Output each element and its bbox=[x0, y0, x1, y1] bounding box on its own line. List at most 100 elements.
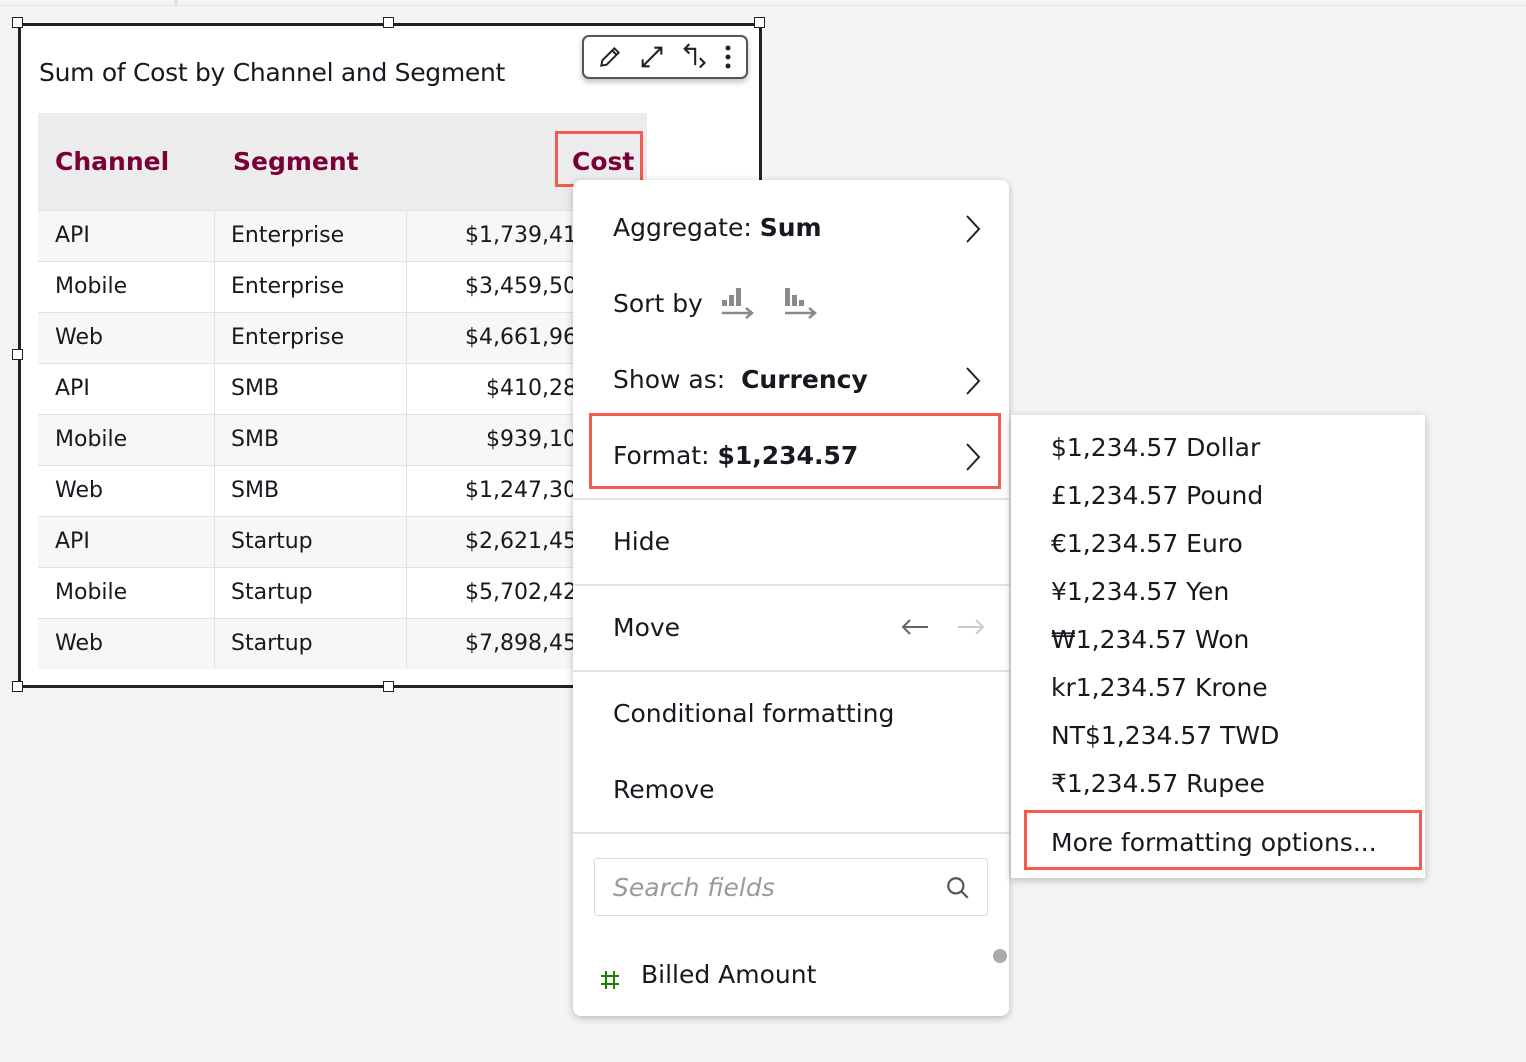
search-fields bbox=[594, 858, 988, 916]
column-divider bbox=[406, 262, 407, 312]
tab-divider bbox=[175, 0, 177, 5]
column-divider bbox=[214, 262, 215, 312]
channel-cell: Mobile bbox=[55, 580, 128, 605]
column-divider bbox=[406, 568, 407, 618]
menu-item-aggregate[interactable]: Aggregate: Sum bbox=[613, 213, 822, 242]
cost-cell: $7,898,45 bbox=[465, 631, 577, 656]
field-item-billed-amount[interactable]: Billed Amount bbox=[641, 960, 817, 989]
table-row: API SMB $410,28 bbox=[38, 363, 647, 414]
arrow-left-icon[interactable] bbox=[900, 617, 930, 637]
sort-descending-icon[interactable] bbox=[783, 286, 819, 322]
menu-item-move: Move bbox=[613, 613, 681, 642]
currency-format-option[interactable]: £1,234.57 Pound bbox=[1051, 481, 1264, 510]
cost-highlight-box bbox=[555, 131, 643, 187]
currency-format-option[interactable]: ¥1,234.57 Yen bbox=[1051, 577, 1230, 606]
column-header-channel[interactable]: Channel bbox=[55, 147, 170, 176]
arrow-right-icon[interactable] bbox=[956, 617, 986, 637]
table-row: Mobile SMB $939,10 bbox=[38, 414, 647, 465]
sort-label: Sort by bbox=[613, 289, 703, 318]
top-bar bbox=[0, 0, 1526, 6]
resize-handle[interactable] bbox=[383, 17, 394, 28]
search-icon[interactable] bbox=[945, 875, 971, 901]
menu-item-hide[interactable]: Hide bbox=[613, 527, 670, 556]
segment-cell: Enterprise bbox=[231, 274, 345, 299]
column-header-segment[interactable]: Segment bbox=[233, 147, 359, 176]
cost-cell: $1,247,30 bbox=[465, 478, 577, 503]
table-row: Web Enterprise $4,661,96 bbox=[38, 312, 647, 363]
format-highlight-box bbox=[589, 413, 1001, 489]
cost-cell: $1,739,41 bbox=[465, 223, 577, 248]
resize-handle[interactable] bbox=[12, 681, 23, 692]
aggregate-value: Sum bbox=[759, 213, 822, 242]
visual-toolbar bbox=[582, 35, 748, 79]
currency-format-option[interactable]: kr1,234.57 Krone bbox=[1051, 673, 1268, 702]
menu-item-show-as[interactable]: Show as: Currency bbox=[613, 365, 868, 394]
numeric-field-icon bbox=[601, 971, 619, 989]
channel-cell: API bbox=[55, 376, 90, 401]
aggregate-label: Aggregate: bbox=[613, 213, 752, 242]
currency-format-option[interactable]: $1,234.57 Dollar bbox=[1051, 433, 1261, 462]
cost-cell: $5,702,42 bbox=[465, 580, 577, 605]
segment-cell: Startup bbox=[231, 529, 313, 554]
search-input[interactable] bbox=[611, 872, 935, 903]
format-label: Format: bbox=[613, 441, 710, 470]
resize-handle[interactable] bbox=[12, 17, 23, 28]
divider bbox=[573, 670, 1009, 672]
currency-format-option[interactable]: €1,234.57 Euro bbox=[1051, 529, 1243, 558]
menu-item-remove[interactable]: Remove bbox=[613, 775, 715, 804]
divider bbox=[573, 584, 1009, 586]
more-formatting-options[interactable]: More formatting options... bbox=[1051, 828, 1377, 857]
column-divider bbox=[406, 313, 407, 363]
column-divider bbox=[406, 619, 407, 669]
segment-cell: SMB bbox=[231, 427, 280, 452]
column-divider bbox=[406, 364, 407, 414]
scrollbar-thumb[interactable] bbox=[993, 949, 1007, 963]
menu-item-conditional-formatting[interactable]: Conditional formatting bbox=[613, 699, 895, 728]
segment-cell: Startup bbox=[231, 631, 313, 656]
currency-format-option[interactable]: ₹1,234.57 Rupee bbox=[1051, 769, 1265, 798]
segment-cell: Startup bbox=[231, 580, 313, 605]
channel-cell: Web bbox=[55, 478, 103, 503]
swap-icon[interactable] bbox=[680, 43, 708, 71]
segment-cell: SMB bbox=[231, 478, 280, 503]
divider bbox=[573, 498, 1009, 500]
table-row: API Enterprise $1,739,41 bbox=[38, 210, 647, 261]
menu-item-sort: Sort by bbox=[613, 289, 703, 318]
currency-format-option[interactable]: NT$1,234.57 TWD bbox=[1051, 721, 1280, 750]
table-body: API Enterprise $1,739,41 Mobile Enterprise $3… bbox=[38, 210, 647, 669]
more-vertical-icon[interactable] bbox=[723, 43, 733, 71]
currency-format-option[interactable]: ₩1,234.57 Won bbox=[1051, 625, 1250, 654]
table-row: Mobile Startup $5,702,42 bbox=[38, 567, 647, 618]
table-header: Channel Segment Cost bbox=[38, 113, 647, 210]
channel-cell: Mobile bbox=[55, 427, 128, 452]
menu-item-format[interactable]: Format: $1,234.57 bbox=[613, 441, 858, 470]
column-divider bbox=[214, 415, 215, 465]
expand-icon[interactable] bbox=[638, 43, 666, 71]
resize-handle[interactable] bbox=[383, 681, 394, 692]
channel-cell: Web bbox=[55, 631, 103, 656]
table-row: Web Startup $7,898,45 bbox=[38, 618, 647, 669]
chevron-right-icon bbox=[966, 215, 981, 243]
table-row: API Startup $2,621,45 bbox=[38, 516, 647, 567]
field-context-menu: Aggregate: Sum Sort by Show as: Currency… bbox=[573, 180, 1009, 1016]
column-divider bbox=[214, 211, 215, 261]
channel-cell: Web bbox=[55, 325, 103, 350]
column-divider bbox=[406, 517, 407, 567]
column-divider bbox=[214, 619, 215, 669]
cost-cell: $3,459,50 bbox=[465, 274, 577, 299]
column-header-cost[interactable]: Cost bbox=[572, 147, 635, 176]
cost-cell: $939,10 bbox=[486, 427, 577, 452]
table-row: Mobile Enterprise $3,459,50 bbox=[38, 261, 647, 312]
column-divider bbox=[214, 466, 215, 516]
cost-cell: $2,621,45 bbox=[465, 529, 577, 554]
segment-cell: SMB bbox=[231, 376, 280, 401]
sort-ascending-icon[interactable] bbox=[720, 286, 756, 322]
channel-cell: API bbox=[55, 223, 90, 248]
resize-handle[interactable] bbox=[12, 349, 23, 360]
column-divider bbox=[214, 568, 215, 618]
resize-handle[interactable] bbox=[754, 17, 765, 28]
segment-cell: Enterprise bbox=[231, 325, 345, 350]
column-divider bbox=[214, 313, 215, 363]
cost-cell: $4,661,96 bbox=[465, 325, 577, 350]
pencil-icon[interactable] bbox=[597, 44, 623, 70]
